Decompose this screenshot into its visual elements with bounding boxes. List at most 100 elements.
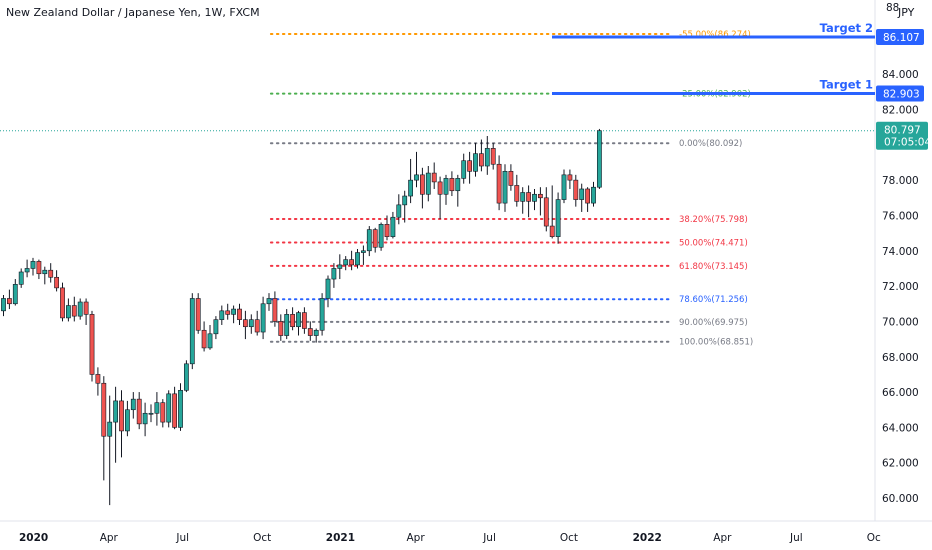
candle-body xyxy=(130,398,136,411)
x-tick-label: Apr xyxy=(407,532,426,544)
candle-body xyxy=(443,178,449,195)
candle-body xyxy=(490,148,496,165)
fib-level-label: 100.00%(68.851) xyxy=(679,338,753,348)
y-tick-label: 72.000 xyxy=(882,281,919,293)
candle-body xyxy=(189,298,195,365)
candle-body xyxy=(366,229,372,252)
x-tick-label: Oc xyxy=(867,532,881,544)
candle-body xyxy=(260,303,266,333)
fib-level-label: -55.00%(86.274) xyxy=(679,30,751,40)
candle-body xyxy=(36,261,42,275)
candle-body xyxy=(437,181,443,195)
candle-body xyxy=(307,328,313,336)
candle-body xyxy=(166,393,172,423)
candle-body xyxy=(549,225,555,237)
y-tick-label: 66.000 xyxy=(882,387,919,399)
candle-body xyxy=(101,382,107,437)
target-price-badge xyxy=(876,28,924,45)
last-price-text: 80.797 xyxy=(884,125,921,137)
candle-body xyxy=(301,312,307,329)
candle-body xyxy=(148,412,154,415)
candle-body xyxy=(12,284,18,305)
candle-body xyxy=(573,179,579,200)
candle-body xyxy=(414,174,419,181)
candle-body xyxy=(419,174,425,195)
candle-body xyxy=(532,193,537,202)
candle-body xyxy=(325,278,331,299)
candle-body xyxy=(514,185,520,202)
candle-body xyxy=(7,298,12,305)
candle-body xyxy=(319,298,325,331)
candle-body xyxy=(431,172,437,183)
y-tick-label: 78.000 xyxy=(882,175,919,187)
candle-body xyxy=(396,204,402,218)
candle-body xyxy=(42,269,48,275)
candle-body xyxy=(561,174,567,200)
x-tick-label: Oct xyxy=(253,532,271,544)
candle-body xyxy=(254,319,260,333)
candle-body xyxy=(526,192,531,202)
candle-body xyxy=(360,250,366,253)
candle-body xyxy=(449,178,455,192)
candle-body xyxy=(579,188,585,200)
last-price-badge xyxy=(876,121,928,150)
candle-body xyxy=(48,269,54,278)
candle-body xyxy=(461,160,467,179)
candle-body xyxy=(71,305,77,317)
target-price-badge xyxy=(876,85,924,102)
fib-level-label: 38.20%(75.798) xyxy=(679,215,748,225)
candle-body xyxy=(89,314,95,375)
candle-body xyxy=(237,308,242,320)
fib-level-label: 78.60%(71.256) xyxy=(679,295,748,305)
candle-body xyxy=(266,298,272,305)
candle-body xyxy=(24,268,30,273)
y-tick-label: 60.000 xyxy=(882,493,919,505)
x-tick-label: 2022 xyxy=(633,532,662,544)
candle-body xyxy=(585,188,590,204)
candle-body xyxy=(567,174,573,181)
candle-body xyxy=(30,261,36,269)
target-price-badge-text: 82.903 xyxy=(883,89,920,101)
candle-body xyxy=(349,259,354,266)
x-tick-label: Jul xyxy=(789,532,803,544)
candle-body xyxy=(508,171,514,186)
candle-body xyxy=(225,310,231,315)
y-tick-label-top: 88 xyxy=(886,2,899,14)
candle-body xyxy=(18,271,24,285)
candle-body xyxy=(54,276,59,289)
fib-level-label: 90.00%(69.975) xyxy=(679,318,748,328)
currency-label: JPY xyxy=(898,6,915,19)
fib-level-label: 0.00%(80.092) xyxy=(679,139,742,149)
candle-body xyxy=(278,321,284,336)
countdown-text: 07:05:04 xyxy=(884,137,931,149)
y-tick-label: 82.000 xyxy=(882,104,919,116)
candle-body xyxy=(408,179,413,197)
candle-body xyxy=(372,229,378,248)
x-tick-label: Apr xyxy=(713,532,732,544)
candle-body xyxy=(402,195,408,206)
candle-body xyxy=(555,199,561,237)
candle-body xyxy=(172,393,177,428)
candle-body xyxy=(66,305,71,319)
candle-body xyxy=(60,287,65,319)
candle-body xyxy=(213,319,219,335)
candle-body xyxy=(473,153,478,172)
candle-body xyxy=(201,329,207,349)
candle-body xyxy=(543,197,549,227)
candle-body xyxy=(207,333,213,349)
candle-body xyxy=(384,223,390,237)
target-price-badge-text: 86.107 xyxy=(883,32,920,44)
candle-body xyxy=(178,390,183,428)
chart-title: New Zealand Dollar / Japanese Yen, 1W, F… xyxy=(6,6,260,19)
candle-body xyxy=(496,163,502,204)
candle-body xyxy=(119,400,124,432)
y-tick-label: 74.000 xyxy=(882,246,919,258)
candle-body xyxy=(355,252,360,266)
candle-body xyxy=(107,421,113,437)
y-tick-label: 62.000 xyxy=(882,458,919,470)
candle-body xyxy=(502,171,508,204)
x-tick-label: 2020 xyxy=(19,532,48,544)
candle-body xyxy=(113,400,118,423)
